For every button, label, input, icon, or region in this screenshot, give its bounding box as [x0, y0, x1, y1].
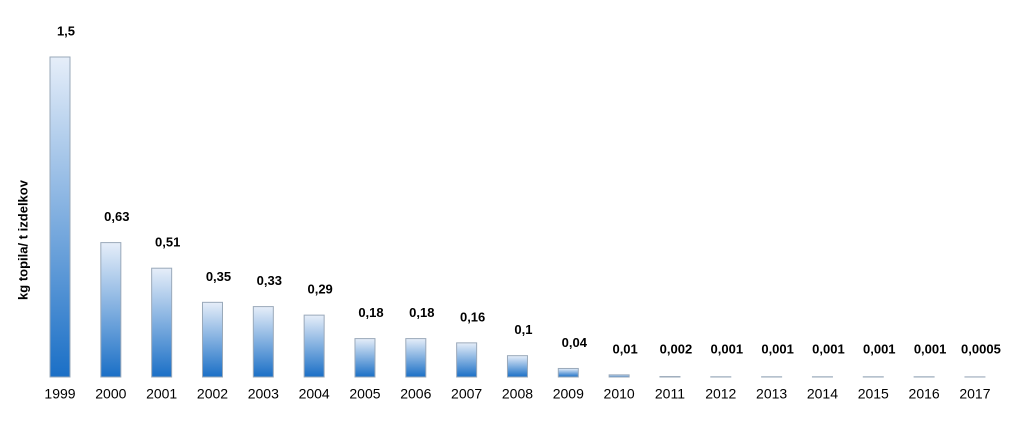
bar — [151, 267, 173, 378]
bar — [405, 338, 427, 378]
bar — [354, 338, 376, 378]
data-label: 0,18 — [409, 305, 434, 320]
data-label: 0,001 — [761, 341, 794, 356]
data-label: 0,001 — [863, 341, 896, 356]
x-tick-label: 2013 — [756, 386, 787, 402]
x-tick-label: 2015 — [858, 386, 889, 402]
x-tick-label: 2004 — [299, 386, 330, 402]
y-axis-label: kg topila/ t izdelkov — [15, 179, 30, 300]
data-label: 0,002 — [660, 341, 693, 356]
x-tick-label: 2001 — [146, 386, 177, 402]
data-label: 0,51 — [155, 235, 180, 250]
data-label: 0,01 — [612, 341, 637, 356]
data-label: 0,001 — [812, 341, 845, 356]
bar — [303, 314, 325, 378]
data-label: 0,001 — [914, 341, 947, 356]
bar — [608, 374, 630, 378]
x-tick-label: 2011 — [655, 386, 685, 402]
x-tick-label: 2017 — [959, 386, 990, 402]
x-tick-label: 2003 — [248, 386, 279, 402]
x-tick-label: 2012 — [705, 386, 736, 402]
x-tick-label: 2016 — [909, 386, 940, 402]
x-tick-label: 2005 — [349, 386, 380, 402]
bar — [456, 342, 478, 378]
bar — [100, 242, 122, 378]
data-label: 0,04 — [562, 335, 588, 350]
x-tick-label: 2010 — [604, 386, 635, 402]
data-label: 0,16 — [460, 309, 485, 324]
bar — [201, 301, 223, 378]
bar — [49, 56, 71, 378]
x-tick-label: 2009 — [553, 386, 584, 402]
x-tick-label: 2000 — [95, 386, 126, 402]
x-tick-label: 2002 — [197, 386, 228, 402]
x-tick-label: 1999 — [44, 386, 75, 402]
data-label: 0,63 — [104, 209, 129, 224]
data-label: 1,5 — [57, 23, 75, 38]
data-label: 0,18 — [358, 305, 383, 320]
data-label: 0,35 — [206, 269, 231, 284]
x-tick-label: 2007 — [451, 386, 482, 402]
bar — [506, 355, 528, 378]
data-label: 0,0005 — [961, 341, 1001, 356]
x-tick-label: 2014 — [807, 386, 838, 402]
bar — [557, 367, 579, 378]
x-tick-label: 2006 — [400, 386, 431, 402]
data-label: 0,29 — [307, 282, 332, 297]
data-label: 0,001 — [711, 341, 744, 356]
bar — [252, 306, 274, 378]
x-tick-label: 2008 — [502, 386, 533, 402]
data-label: 0,1 — [514, 322, 532, 337]
data-label: 0,33 — [257, 273, 282, 288]
